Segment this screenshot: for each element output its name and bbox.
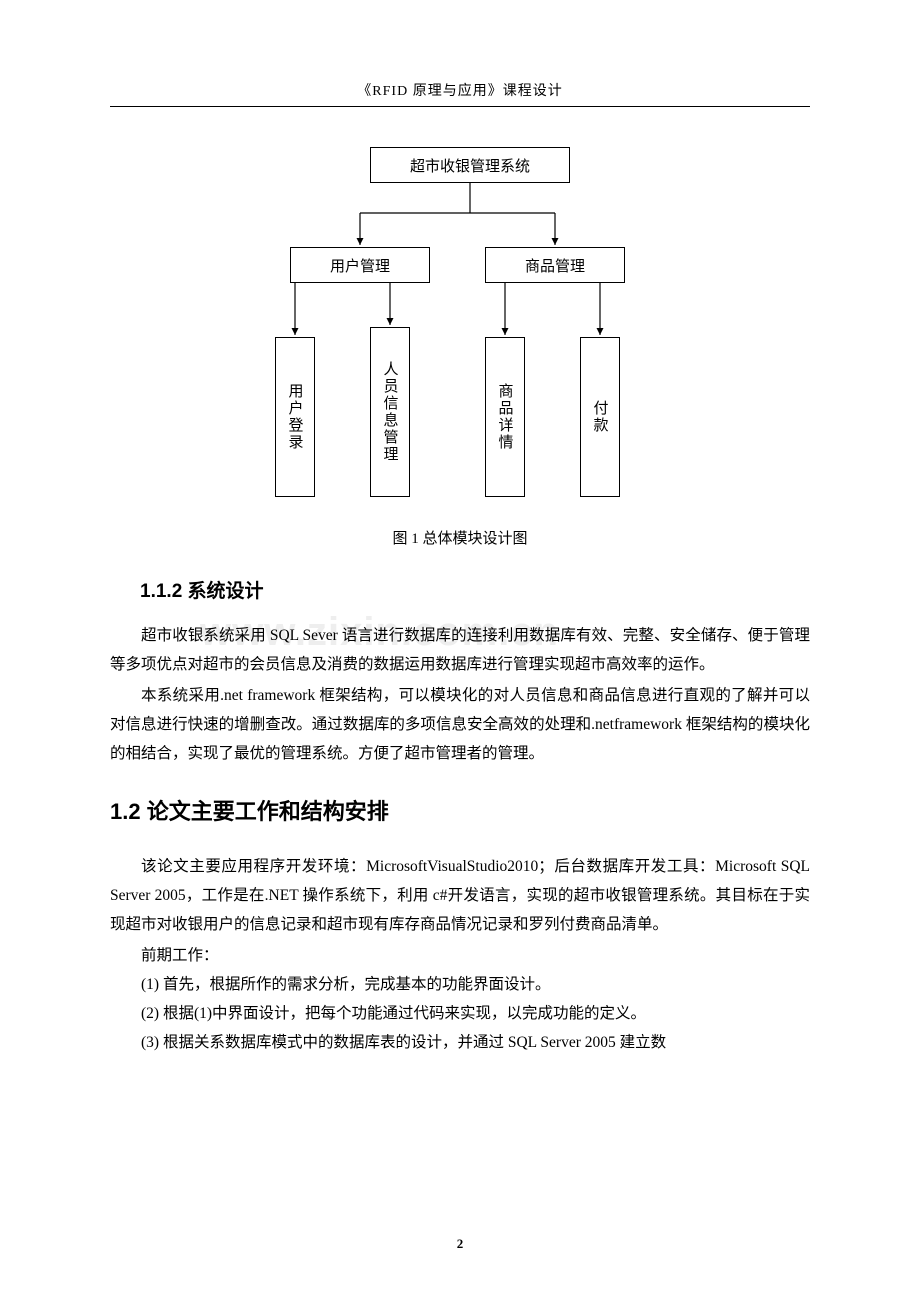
heading-1-2: 1.2 论文主要工作和结构安排 xyxy=(110,794,810,826)
diagram-root-box: 超市收银管理系统 xyxy=(370,147,570,183)
page-header-title: 《RFID 原理与应用》课程设计 xyxy=(110,80,810,100)
paragraph-prework-label: 前期工作： xyxy=(110,941,810,970)
diagram-goods-mgmt-box: 商品管理 xyxy=(485,247,625,283)
header-underline xyxy=(110,106,810,107)
heading-1-1-2: 1.1.2 系统设计 xyxy=(140,576,810,603)
module-diagram: 超市收银管理系统 用户管理 商品管理 用户登录 人员信息管理 商品详情 付款 xyxy=(250,147,670,507)
list-item-1: (1) 首先，根据所作的需求分析，完成基本的功能界面设计。 xyxy=(110,970,810,999)
diagram-leaf-goods-label: 商品详情 xyxy=(495,383,516,451)
diagram-leaf-staff-label: 人员信息管理 xyxy=(380,361,401,463)
paragraph-framework: 本系统采用.net framework 框架结构，可以模块化的对人员信息和商品信… xyxy=(110,681,810,768)
list-item-3: (3) 根据关系数据库模式中的数据库表的设计，并通过 SQL Server 20… xyxy=(110,1028,810,1057)
paragraph-sql: 超市收银系统采用 SQL Sever 语言进行数据库的连接利用数据库有效、完整、… xyxy=(110,621,810,679)
paragraph-env: 该论文主要应用程序开发环境：MicrosoftVisualStudio2010；… xyxy=(110,852,810,939)
diagram-caption: 图 1 总体模块设计图 xyxy=(110,527,810,548)
diagram-leaf-login-label: 用户登录 xyxy=(285,383,306,451)
diagram-container: 超市收银管理系统 用户管理 商品管理 用户登录 人员信息管理 商品详情 付款 xyxy=(110,147,810,507)
diagram-leaf-login: 用户登录 xyxy=(275,337,315,497)
diagram-user-mgmt-box: 用户管理 xyxy=(290,247,430,283)
diagram-leaf-goods: 商品详情 xyxy=(485,337,525,497)
diagram-leaf-pay-label: 付款 xyxy=(590,400,611,434)
page-number: 2 xyxy=(0,1236,920,1252)
list-item-2: (2) 根据(1)中界面设计，把每个功能通过代码来实现，以完成功能的定义。 xyxy=(110,999,810,1028)
diagram-leaf-pay: 付款 xyxy=(580,337,620,497)
diagram-leaf-staff: 人员信息管理 xyxy=(370,327,410,497)
